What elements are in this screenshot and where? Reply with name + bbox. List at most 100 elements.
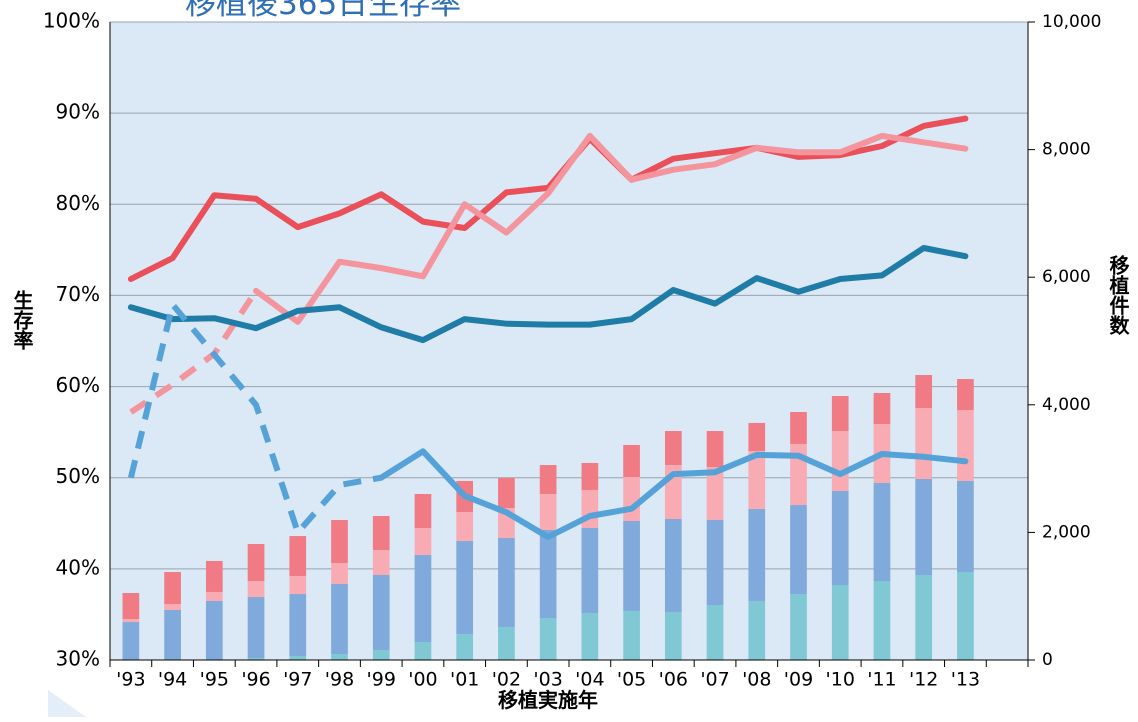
x-tick-label: '05 — [617, 669, 646, 691]
bar-segment — [498, 627, 515, 660]
x-tick-label: '01 — [450, 669, 479, 691]
bar-segment — [414, 527, 432, 555]
chart-title: 移植後365日生存率 — [185, 0, 461, 22]
bar-segment — [498, 477, 515, 509]
bar-segment — [957, 480, 974, 573]
bar-segment — [289, 655, 307, 660]
bar-segment — [289, 594, 307, 656]
x-tick-label: '04 — [575, 669, 604, 691]
line-series — [127, 115, 969, 282]
x-tick-label: '11 — [867, 669, 896, 691]
bar-segment — [664, 431, 682, 466]
line-series — [129, 289, 259, 415]
bar-segment — [331, 520, 348, 564]
x-tick-label: '06 — [659, 669, 688, 691]
y-tick-label: 60% — [56, 373, 100, 397]
bar-segment — [247, 544, 265, 582]
bar-segment — [915, 375, 933, 408]
bar-segment — [164, 572, 181, 604]
bar-segment — [581, 462, 599, 490]
y2-tick-label: 2,000 — [1042, 522, 1091, 542]
x-tick-label: '98 — [325, 669, 354, 691]
bar-segment — [372, 575, 390, 650]
bar-segment — [539, 493, 557, 530]
y-tick-label: 30% — [56, 647, 100, 671]
line-series — [127, 301, 382, 536]
x-tick-label: '00 — [408, 669, 437, 691]
y-tick-label: 70% — [56, 282, 100, 306]
bar-segment — [331, 654, 348, 660]
bar-segment — [831, 585, 849, 660]
bar-segment — [706, 467, 724, 521]
y-tick-label: 40% — [56, 555, 100, 579]
bar-segment — [790, 505, 807, 595]
line-series — [127, 245, 969, 344]
bar-segment — [122, 618, 140, 623]
bar-segment — [748, 600, 766, 660]
y2-tick-label: 6,000 — [1042, 267, 1091, 287]
y-tick-label: 90% — [56, 100, 100, 124]
bar-segment — [414, 642, 432, 660]
x-tick-label: '10 — [826, 669, 855, 691]
x-tick-label: '08 — [742, 669, 771, 691]
bar-segment — [456, 633, 474, 660]
bar-segment — [706, 605, 724, 660]
y2-tick-label: 4,000 — [1042, 395, 1091, 415]
bar-segment — [581, 527, 599, 613]
x-tick-label: '99 — [367, 669, 396, 691]
bar-segment — [456, 541, 474, 634]
bar-segment — [623, 611, 640, 660]
bar-segment — [915, 478, 933, 576]
x-tick-label: '95 — [200, 669, 229, 691]
bar-segment — [957, 379, 974, 411]
bar-segment — [957, 410, 974, 481]
corner-decoration — [48, 690, 86, 717]
bar-segment — [331, 584, 348, 655]
bar-segment — [790, 594, 807, 660]
bar-segment — [748, 508, 766, 601]
x-tick-label: '93 — [116, 669, 145, 691]
x-tick-label: '94 — [158, 669, 187, 691]
line-series — [253, 132, 969, 325]
bar-segment — [915, 407, 933, 479]
bar-segment — [289, 576, 307, 595]
bar-segment — [873, 581, 891, 660]
bar-segment — [205, 560, 223, 592]
x-tick-label: '02 — [492, 669, 521, 691]
y2-tick-label: 8,000 — [1042, 140, 1091, 160]
bar-segment — [539, 529, 557, 619]
bar-segment — [873, 392, 891, 425]
y-tick-label: 50% — [56, 464, 100, 488]
x-tick-label: '97 — [283, 669, 312, 691]
x-tick-label: '13 — [951, 669, 980, 691]
bar-segment — [122, 622, 140, 660]
bar-segment — [706, 431, 724, 468]
bar-segment — [289, 536, 307, 577]
x-tick-label: '09 — [784, 669, 813, 691]
bar-segment — [164, 609, 181, 660]
bar-segment — [831, 395, 849, 432]
x-tick-label: '12 — [909, 669, 938, 691]
x-axis-label: 移植実施年 — [498, 688, 598, 712]
bar-segment — [205, 600, 223, 660]
y-axis-label: 生存率 — [10, 290, 34, 351]
bar-segment — [539, 465, 557, 494]
bar-segment — [706, 520, 724, 606]
bar-segment — [456, 511, 474, 542]
bar-segment — [539, 618, 557, 660]
bar-segment — [247, 597, 265, 659]
line-series — [378, 448, 969, 540]
bar-segment — [372, 649, 390, 660]
bar-segment — [790, 412, 807, 444]
bar-segment — [915, 575, 933, 660]
y2-axis-label: 移植件数 — [1106, 255, 1130, 336]
bar-segment — [498, 538, 515, 628]
y2-tick-label: 10,000 — [1042, 12, 1101, 32]
bar-segment — [414, 554, 432, 643]
bar-segment — [623, 477, 640, 521]
bar-segment — [372, 550, 390, 576]
bar-segment — [873, 483, 891, 582]
bar-segment — [414, 493, 432, 528]
bar-segment — [122, 593, 140, 619]
